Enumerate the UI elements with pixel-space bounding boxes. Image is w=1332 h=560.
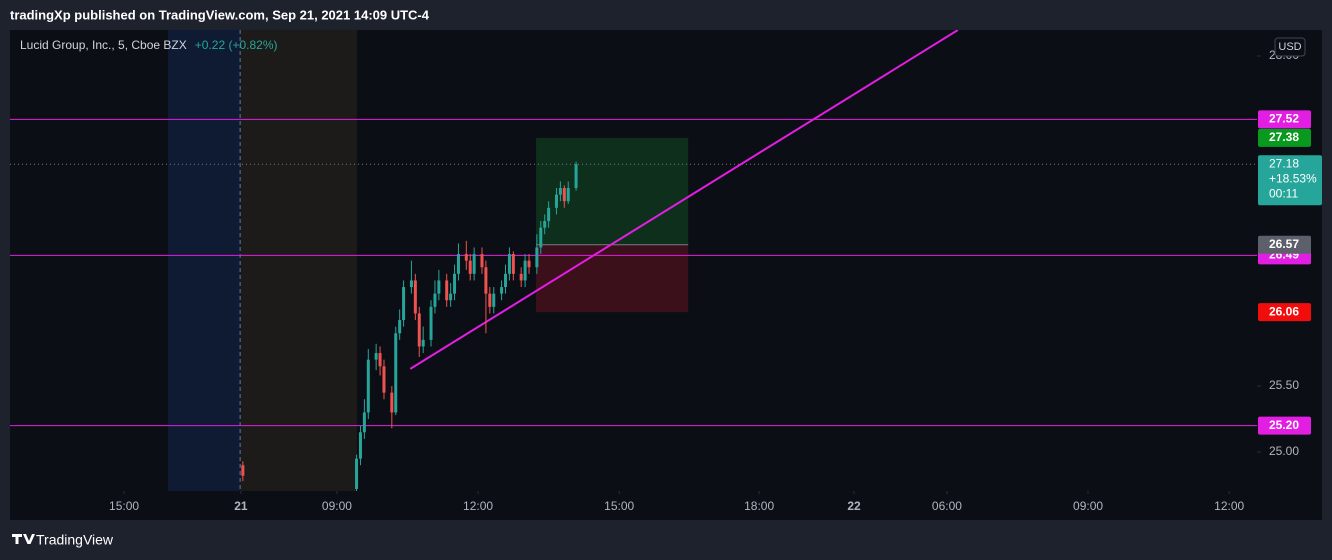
y-tick-label: 25.00 — [1269, 444, 1299, 458]
candle-body — [437, 280, 441, 294]
symbol-change: +0.22 (+0.82%) — [195, 38, 278, 52]
target-label: 27.38 — [1269, 130, 1299, 144]
x-tick-label: 12:00 — [463, 499, 493, 513]
footer: TradingView — [36, 532, 114, 548]
candle-body — [539, 227, 543, 248]
candle-body — [453, 273, 457, 294]
stop-zone — [536, 244, 689, 313]
x-tick-label: 09:00 — [1073, 499, 1103, 513]
candle-body — [421, 339, 425, 347]
candle-body — [390, 392, 394, 413]
candle-body — [394, 333, 398, 413]
last-change: +18.53% — [1269, 171, 1317, 185]
candle-body — [362, 412, 366, 433]
candle-body — [535, 247, 539, 268]
x-tick-label: 22 — [847, 499, 861, 513]
candle-body — [511, 254, 515, 274]
plot — [10, 30, 1257, 491]
x-tick-label: 06:00 — [932, 499, 962, 513]
last-price: 27.18 — [1269, 156, 1299, 170]
candle-body — [484, 267, 488, 294]
hline-label-bg — [1258, 110, 1311, 129]
symbol-title: Lucid Group, Inc., 5, Cboe BZX — [20, 38, 187, 52]
hline-label: 27.52 — [1269, 112, 1299, 126]
candle-body — [456, 254, 460, 274]
candle-body — [398, 320, 402, 334]
candle-body — [468, 260, 472, 274]
target-label-bg — [1258, 128, 1311, 147]
entry-label-bg — [1258, 235, 1311, 254]
countdown: 00:11 — [1269, 186, 1298, 200]
candle-body — [566, 188, 570, 202]
x-tick-label: 15:00 — [109, 499, 139, 513]
candle-body — [527, 260, 531, 268]
candle-body — [464, 254, 468, 261]
candle-body — [500, 287, 504, 294]
candle-body — [554, 194, 558, 208]
candle-body — [562, 188, 566, 202]
candle-body — [433, 293, 437, 307]
candle-body — [366, 359, 370, 413]
stop-label: 26.06 — [1269, 304, 1299, 318]
last-price-bg — [1258, 155, 1322, 206]
candle-body — [492, 293, 496, 307]
x-tick-label: 09:00 — [322, 499, 352, 513]
candle-body — [543, 221, 547, 228]
candle-body — [378, 353, 382, 367]
trendline — [409, 30, 959, 370]
candle-body — [409, 280, 413, 288]
entry-label: 26.57 — [1269, 237, 1299, 251]
candle-body — [382, 366, 386, 393]
candle-body — [402, 287, 406, 321]
candle-body — [374, 353, 378, 360]
header: tradingXp published on TradingView.com, … — [10, 7, 430, 22]
hline-label: 25.20 — [1269, 418, 1299, 432]
candle-body — [547, 207, 551, 222]
candle-body — [429, 306, 433, 340]
candle-body — [488, 293, 492, 307]
hline-label-bg — [1258, 416, 1311, 435]
x-tick-label: 12:00 — [1214, 499, 1244, 513]
session-band — [240, 30, 357, 491]
x-tick-label: 15:00 — [604, 499, 634, 513]
stop-label-bg — [1258, 303, 1311, 322]
candle-body — [449, 293, 453, 301]
session-band — [167, 30, 241, 491]
candle-body — [519, 273, 523, 281]
candle-body — [241, 465, 245, 476]
x-tick-label: 21 — [234, 499, 248, 513]
currency-button — [1274, 37, 1306, 57]
candle-body — [413, 280, 417, 314]
candle-body — [358, 432, 362, 459]
y-tick-label: 25.50 — [1269, 378, 1299, 392]
candle-body — [504, 273, 508, 288]
currency: USD — [1278, 41, 1301, 53]
time-axis — [10, 491, 1322, 520]
candle-body — [558, 188, 562, 195]
candle-body — [574, 164, 578, 189]
candle-body — [523, 260, 527, 281]
candle-body — [355, 458, 359, 490]
candle-body — [445, 280, 449, 301]
candle-body — [480, 254, 484, 268]
candle-body — [417, 313, 421, 347]
x-tick-label: 18:00 — [744, 499, 774, 513]
footer-logo — [12, 534, 35, 544]
candle-body — [507, 254, 511, 274]
candle-body — [472, 254, 476, 274]
